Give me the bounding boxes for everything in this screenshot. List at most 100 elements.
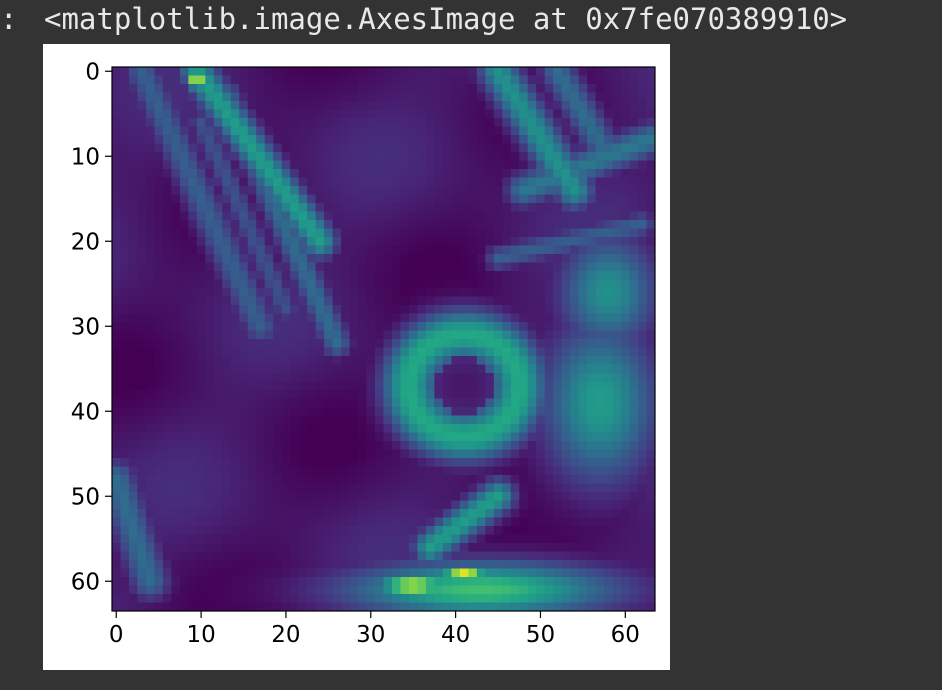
heatmap-cell — [595, 577, 605, 586]
heatmap-cell — [451, 169, 461, 178]
heatmap-cell — [417, 483, 427, 493]
heatmap-cell — [476, 526, 486, 535]
heatmap-cell — [120, 296, 130, 306]
heatmap-cell — [137, 475, 147, 484]
heatmap-cell — [612, 424, 622, 433]
heatmap-cell — [341, 135, 350, 144]
heatmap-cell — [561, 101, 571, 110]
heatmap-cell — [349, 92, 359, 102]
heatmap-cell — [307, 602, 317, 612]
heatmap-cell — [434, 398, 444, 408]
heatmap-cell — [434, 135, 444, 144]
heatmap-cell — [349, 313, 359, 323]
heatmap-cell — [154, 407, 164, 416]
heatmap-cell — [383, 441, 393, 450]
heatmap-cell — [264, 143, 274, 153]
heatmap-cell — [324, 211, 333, 221]
heatmap-cell — [290, 118, 300, 127]
heatmap-cell — [502, 492, 512, 501]
heatmap-cell — [349, 279, 359, 289]
heatmap-cell — [137, 585, 147, 595]
heatmap-cell — [485, 577, 495, 586]
heatmap-cell — [128, 594, 138, 603]
heatmap-cell — [307, 585, 317, 595]
heatmap-cell — [358, 245, 367, 255]
heatmap-cell — [383, 390, 393, 399]
heatmap-cell — [256, 228, 266, 238]
heatmap-cell — [290, 356, 300, 365]
heatmap-cell — [196, 356, 206, 365]
heatmap-cell — [196, 407, 206, 416]
heatmap-cell — [349, 194, 359, 204]
heatmap-cell — [587, 483, 597, 493]
heatmap-cell — [493, 288, 503, 297]
heatmap-cell — [239, 135, 249, 144]
heatmap-cell — [188, 594, 198, 603]
heatmap-cell — [621, 237, 630, 246]
heatmap-cell — [383, 279, 393, 289]
heatmap-cell — [638, 560, 647, 569]
heatmap-cell — [510, 262, 520, 272]
heatmap-cell — [391, 126, 401, 136]
heatmap-cell — [383, 500, 393, 510]
heatmap-cell — [145, 126, 155, 136]
heatmap-cell — [578, 101, 588, 110]
heatmap-cell — [442, 373, 452, 382]
heatmap-cell — [417, 296, 427, 306]
heatmap-cell — [502, 228, 512, 238]
heatmap-cell — [485, 169, 495, 178]
heatmap-cell — [171, 322, 181, 331]
heatmap-cell — [154, 356, 164, 365]
heatmap-cell — [468, 432, 478, 442]
heatmap-cell — [366, 347, 376, 357]
heatmap-cell — [196, 118, 206, 127]
heatmap-cell — [341, 126, 350, 136]
heatmap-cell — [476, 313, 486, 323]
heatmap-cell — [120, 160, 130, 170]
heatmap-cell — [485, 500, 495, 510]
heatmap-cell — [570, 211, 580, 221]
heatmap-cell — [162, 177, 172, 187]
heatmap-cell — [383, 186, 393, 195]
heatmap-cell — [188, 75, 198, 85]
heatmap-cell — [400, 364, 410, 374]
heatmap-cell — [298, 330, 308, 340]
heatmap-cell — [273, 398, 283, 408]
heatmap-cell — [621, 339, 630, 348]
heatmap-cell — [595, 67, 605, 76]
heatmap-cell — [425, 194, 435, 204]
heatmap-cell — [196, 390, 206, 399]
heatmap-cell — [264, 585, 274, 595]
heatmap-cell — [442, 594, 452, 603]
heatmap-cell — [375, 177, 384, 187]
heatmap-cell — [493, 322, 503, 331]
heatmap-cell — [629, 313, 639, 323]
heatmap-cell — [324, 262, 333, 272]
heatmap-cell — [604, 194, 613, 204]
heatmap-cell — [417, 509, 427, 518]
heatmap-cell — [188, 577, 198, 586]
heatmap-cell — [375, 143, 384, 153]
heatmap-cell — [213, 415, 223, 425]
heatmap-cell — [425, 135, 435, 144]
heatmap-cell — [646, 194, 656, 204]
heatmap-cell — [510, 237, 520, 246]
heatmap-cell — [493, 560, 503, 569]
heatmap-cell — [459, 67, 469, 76]
heatmap-cell — [179, 194, 189, 204]
heatmap-cell — [358, 364, 367, 374]
heatmap-cell — [307, 441, 317, 450]
heatmap-cell — [162, 441, 172, 450]
heatmap-cell — [425, 305, 435, 314]
heatmap-cell — [375, 381, 384, 391]
heatmap-cell — [561, 305, 571, 314]
heatmap-cell — [188, 262, 198, 272]
heatmap-cell — [391, 101, 401, 110]
heatmap-cell — [256, 84, 266, 93]
heatmap-cell — [128, 305, 138, 314]
heatmap-cell — [638, 449, 647, 459]
heatmap-cell — [188, 534, 198, 544]
heatmap-cell — [256, 135, 266, 144]
heatmap-cell — [290, 390, 300, 399]
heatmap-cell — [332, 449, 342, 459]
